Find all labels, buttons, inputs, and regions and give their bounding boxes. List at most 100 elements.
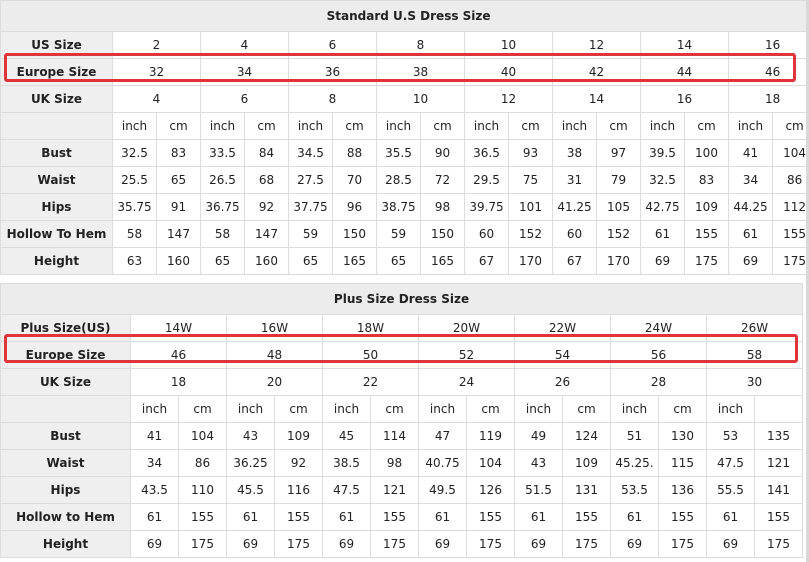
measure-cell: 51.5	[514, 476, 563, 504]
measure-cell: 65	[156, 166, 201, 194]
measure-cell: 60	[552, 220, 597, 248]
size-cell: 18W	[322, 314, 419, 342]
measure-cell: 65	[376, 247, 421, 275]
size-cell: 16	[640, 85, 729, 113]
measure-cell: 175	[658, 530, 707, 558]
size-cell: 14	[552, 85, 641, 113]
measure-cell: 69	[130, 530, 179, 558]
unit-cell: inch	[376, 112, 421, 140]
measure-cell: 97	[596, 139, 641, 167]
measure-cell: 100	[684, 139, 729, 167]
measure-row: Height 63 160 65 160 65 165 65 165 67 170 67 170 69 17…	[0, 247, 809, 275]
highlight-box	[4, 53, 796, 82]
unit-cell: cm	[332, 112, 377, 140]
unit-cell: inch	[288, 112, 333, 140]
measure-cell: 175	[274, 530, 323, 558]
measure-cell: 47.5	[706, 449, 755, 477]
measure-cell: 88	[332, 139, 377, 167]
measure-cell: 175	[370, 530, 419, 558]
measure-cell: 34.5	[288, 139, 333, 167]
unit-cell: cm	[466, 395, 515, 423]
measure-cell: 69	[514, 530, 563, 558]
measure-cell: 37.75	[288, 193, 333, 221]
measure-cell: 147	[244, 220, 289, 248]
unit-cell: cm	[244, 112, 289, 140]
measure-cell: 75	[508, 166, 553, 194]
measure-row: Hollow To Hem 58 147 58 147 59 150 59 150 60 152 60…	[0, 220, 809, 248]
measure-cell: 70	[332, 166, 377, 194]
measure-cell: 41.25	[552, 193, 597, 221]
scroll-edge	[806, 0, 809, 562]
size-cell: 54	[514, 341, 611, 369]
measure-cell: 170	[596, 247, 641, 275]
measure-cell: 38.5	[322, 449, 371, 477]
measure-cell: 175	[753, 530, 804, 558]
measure-cell: 92	[274, 449, 323, 477]
measure-cell: 130	[658, 422, 707, 450]
measure-cell: 36.75	[200, 193, 245, 221]
row-label: Hips	[0, 476, 131, 504]
measure-cell: 152	[508, 220, 553, 248]
measure-cell: 58	[200, 220, 245, 248]
size-cell: 20W	[418, 314, 515, 342]
measure-cell: 165	[332, 247, 377, 275]
measure-cell: 93	[508, 139, 553, 167]
measure-cell: 119	[466, 422, 515, 450]
row-label: Hollow To Hem	[0, 220, 113, 248]
measure-cell: 61	[610, 503, 659, 531]
unit-cell: inch	[552, 112, 597, 140]
measure-cell: 175	[771, 247, 809, 275]
measure-cell: 160	[244, 247, 289, 275]
unit-cell: cm	[684, 112, 729, 140]
measure-cell: 59	[288, 220, 333, 248]
measure-cell: 27.5	[288, 166, 333, 194]
measure-cell: 61	[728, 220, 773, 248]
measure-cell: 32.5	[640, 166, 685, 194]
measure-cell: 109	[274, 422, 323, 450]
row-label: Height	[0, 247, 113, 275]
measure-cell: 39.75	[464, 193, 509, 221]
row-label: Bust	[0, 139, 113, 167]
row-label	[0, 112, 113, 140]
title-row: Standard U.S Dress Size	[0, 0, 809, 32]
size-cell: 4	[112, 85, 201, 113]
measure-row: Waist 34 86 36.25 92 38.5 98 40.75 104 43 109 45.25…	[0, 449, 804, 477]
unit-cell: inch	[226, 395, 275, 423]
measure-row: Hips 43.5 110 45.5 116 47.5 121 49.5 126 51.5 131 5…	[0, 476, 804, 504]
measure-cell: 155	[370, 503, 419, 531]
size-table: Plus Size Dress Size Plus Size(US) 14W 16W 1…	[0, 283, 804, 558]
measure-cell: 61	[514, 503, 563, 531]
measure-cell: 110	[178, 476, 227, 504]
row-label: Europe Size	[0, 341, 131, 369]
unit-cell	[753, 395, 804, 423]
measure-cell: 61	[322, 503, 371, 531]
unit-cell: cm	[274, 395, 323, 423]
measure-cell: 36.5	[464, 139, 509, 167]
measure-cell: 36.25	[226, 449, 275, 477]
measure-cell: 86	[771, 166, 809, 194]
measure-cell: 155	[753, 503, 804, 531]
size-cell: 14W	[130, 314, 227, 342]
row-label: Height	[0, 530, 131, 558]
unit-cell: cm	[508, 112, 553, 140]
measure-cell: 44.25	[728, 193, 773, 221]
measure-cell: 58	[112, 220, 157, 248]
size-row: Europe Size 46 48 50 52 54 56 58	[0, 341, 804, 369]
size-row: UK Size 4 6 8 10 12 14 16 18	[0, 85, 809, 113]
measure-cell: 114	[370, 422, 419, 450]
size-table: Standard U.S Dress Size US Size 2 4 6 8 10 12 14…	[0, 0, 809, 275]
measure-cell: 41	[130, 422, 179, 450]
measure-cell: 155	[466, 503, 515, 531]
unit-row: inch cm inch cm inch cm inch cm inch cm inch cm inch…	[0, 112, 809, 140]
measure-cell: 69	[706, 530, 755, 558]
size-cell: 24	[418, 368, 515, 396]
measure-row: Bust 41 104 43 109 45 114 47 119 49 124 51 130 53 135	[0, 422, 804, 450]
measure-cell: 155	[684, 220, 729, 248]
measure-cell: 69	[640, 247, 685, 275]
size-cell: 6	[200, 85, 289, 113]
measure-cell: 96	[332, 193, 377, 221]
measure-cell: 98	[370, 449, 419, 477]
unit-cell: cm	[562, 395, 611, 423]
size-cell: 48	[226, 341, 323, 369]
measure-cell: 155	[178, 503, 227, 531]
